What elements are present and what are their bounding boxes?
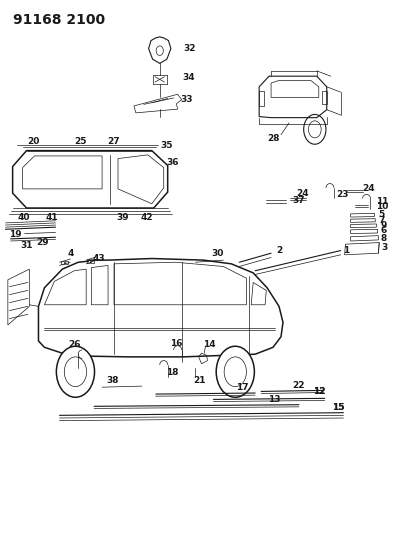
Text: 8: 8 (380, 235, 386, 244)
Text: 21: 21 (193, 376, 206, 385)
Text: 14: 14 (203, 340, 216, 349)
Text: 2: 2 (276, 246, 282, 255)
Text: 39: 39 (117, 213, 129, 222)
Text: 24: 24 (296, 189, 308, 198)
Text: 15: 15 (332, 403, 345, 412)
Circle shape (56, 346, 95, 397)
Bar (65, 261, 68, 264)
Text: 12: 12 (313, 387, 326, 396)
Text: 30: 30 (211, 249, 223, 258)
Text: 40: 40 (18, 213, 30, 222)
Circle shape (216, 346, 255, 397)
Text: 33: 33 (180, 94, 193, 103)
Text: 13: 13 (268, 395, 280, 404)
Text: 20: 20 (27, 136, 40, 146)
Text: 6: 6 (380, 227, 386, 236)
Bar (61, 261, 64, 264)
Bar (91, 260, 94, 263)
Text: 15: 15 (332, 403, 345, 412)
Text: 11: 11 (376, 197, 389, 206)
Text: 17: 17 (236, 383, 249, 392)
Text: 28: 28 (268, 134, 280, 143)
Text: 35: 35 (161, 141, 173, 150)
Text: 1: 1 (344, 246, 350, 255)
Text: 10: 10 (376, 203, 389, 212)
Text: 91168 2100: 91168 2100 (13, 13, 105, 27)
Text: 3: 3 (381, 244, 387, 253)
Text: 19: 19 (10, 230, 22, 239)
Text: 37: 37 (292, 196, 305, 205)
Text: 5: 5 (379, 211, 385, 220)
Text: 9: 9 (380, 221, 386, 230)
Bar (259, 91, 264, 106)
Text: 32: 32 (183, 44, 196, 53)
Text: 18: 18 (166, 368, 179, 377)
Text: 22: 22 (292, 381, 304, 390)
Text: 26: 26 (68, 340, 81, 349)
Text: 43: 43 (93, 254, 106, 263)
Text: 29: 29 (36, 238, 49, 247)
Polygon shape (38, 259, 283, 357)
Text: 36: 36 (166, 158, 179, 167)
Text: 7: 7 (378, 216, 385, 225)
Bar (322, 91, 327, 104)
Bar (87, 260, 90, 263)
Text: 38: 38 (107, 376, 119, 385)
Text: 42: 42 (141, 213, 153, 222)
Text: 16: 16 (170, 339, 183, 348)
Text: 23: 23 (336, 190, 349, 199)
Text: 25: 25 (74, 136, 87, 146)
Text: 12: 12 (313, 387, 326, 396)
Text: 31: 31 (20, 241, 33, 250)
Text: 34: 34 (182, 73, 195, 82)
Text: 27: 27 (108, 136, 120, 146)
Text: 4: 4 (67, 249, 73, 258)
Text: 41: 41 (45, 213, 58, 222)
Text: 24: 24 (362, 184, 375, 193)
